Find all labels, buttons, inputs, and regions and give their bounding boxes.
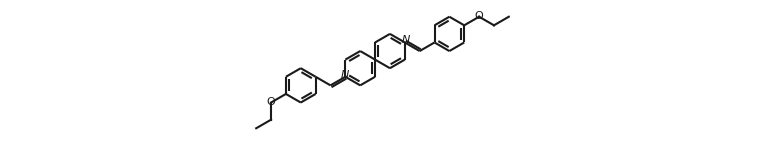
Text: N: N <box>340 70 349 80</box>
Text: N: N <box>402 35 410 45</box>
Text: O: O <box>267 97 275 107</box>
Text: O: O <box>475 11 483 21</box>
